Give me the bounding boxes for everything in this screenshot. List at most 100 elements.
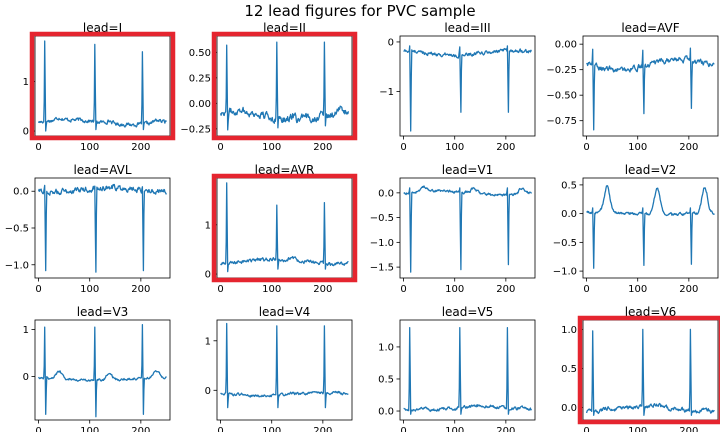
y-tick-label: 1 <box>205 220 211 231</box>
x-tick-label: 100 <box>80 426 99 432</box>
x-tick-label: 0 <box>35 284 41 295</box>
x-tick-label: 200 <box>679 284 698 295</box>
axes-frame <box>34 319 171 421</box>
ecg-series-line <box>38 324 167 418</box>
x-tick-label: 200 <box>496 284 515 295</box>
y-tick-label: −1 <box>379 87 394 98</box>
y-tick-label: −0.25 <box>546 65 577 76</box>
x-tick-label: 200 <box>496 426 515 432</box>
ecg-series-line <box>403 185 532 273</box>
x-tick-label: 200 <box>313 284 332 295</box>
lead-panel: lead=V5 0 100 200 0.0 0.5 1.0 <box>378 305 536 432</box>
x-tick-label: 200 <box>313 142 332 153</box>
x-tick-label: 200 <box>496 142 515 153</box>
figure-title: 12 lead figures for PVC sample <box>244 2 475 20</box>
y-tick-label: 0 <box>23 127 29 138</box>
y-tick-label: 1.0 <box>561 325 577 336</box>
ecg-series-line <box>403 45 532 132</box>
panel-title: lead=V5 <box>442 305 494 319</box>
x-tick-label: 200 <box>131 284 150 295</box>
lead-panel: lead=V2 0 100 200 −1.0 −0.5 0.0 0.5 <box>553 163 719 295</box>
lead-panel: lead=AVL 0 100 200 −1.0 −0.5 0.0 <box>5 163 171 295</box>
y-tick-label: 1 <box>205 336 211 347</box>
panel-title: lead=V3 <box>77 305 129 319</box>
y-tick-label: 0 <box>388 37 394 48</box>
y-tick-label: 1.0 <box>378 342 394 353</box>
x-tick-label: 100 <box>628 426 647 432</box>
lead-panel: lead=V1 0 100 200 −1.5 −1.0 −0.5 0.0 <box>370 163 536 295</box>
x-tick-label: 100 <box>262 142 281 153</box>
highlight-box <box>211 31 358 141</box>
highlight-box <box>29 31 176 141</box>
y-tick-label: 0.0 <box>561 209 577 220</box>
panel-title: lead=AVF <box>621 21 679 35</box>
lead-panel: lead=II 0 100 200 −0.25 0.00 0.25 0.50 <box>180 21 358 153</box>
y-tick-label: 0.0 <box>13 187 29 198</box>
y-tick-label: 0.0 <box>378 188 394 199</box>
panel-title: lead=V1 <box>442 163 494 177</box>
x-tick-label: 100 <box>628 142 647 153</box>
x-tick-label: 200 <box>679 426 698 432</box>
ecg-series-line <box>220 182 349 273</box>
x-tick-label: 0 <box>35 426 41 432</box>
lead-panel: lead=III 0 100 200 −1 0 <box>379 21 536 153</box>
x-tick-label: 200 <box>131 142 150 153</box>
x-tick-label: 0 <box>217 284 223 295</box>
y-tick-label: 0.0 <box>378 407 394 418</box>
ecg-series-line <box>403 327 532 415</box>
y-tick-label: 0.5 <box>378 374 394 385</box>
axes-frame <box>216 319 353 421</box>
panel-title: lead=V6 <box>625 305 677 319</box>
y-tick-label: 0 <box>23 372 29 383</box>
x-tick-label: 100 <box>628 284 647 295</box>
x-tick-label: 0 <box>583 284 589 295</box>
x-tick-label: 200 <box>131 426 150 432</box>
ecg-series-line <box>219 41 350 131</box>
y-tick-label: −0.5 <box>370 213 394 224</box>
ecg-series-line <box>586 185 715 269</box>
x-tick-label: 100 <box>445 142 464 153</box>
x-tick-label: 200 <box>679 142 698 153</box>
x-tick-label: 0 <box>35 142 41 153</box>
panel-title: lead=V2 <box>625 163 677 177</box>
x-tick-label: 100 <box>262 426 281 432</box>
y-tick-label: 0.5 <box>561 180 577 191</box>
y-tick-label: 0.00 <box>555 40 577 51</box>
x-tick-label: 0 <box>217 142 223 153</box>
y-tick-label: 0.25 <box>189 73 211 84</box>
x-tick-label: 100 <box>445 284 464 295</box>
ecg-series-line <box>586 47 715 131</box>
axes-frame <box>582 177 719 279</box>
lead-panel: lead=I 0 100 200 0 1 <box>23 21 176 153</box>
ecg-series-line <box>37 40 167 132</box>
x-tick-label: 0 <box>400 284 406 295</box>
axes-frame <box>399 177 536 279</box>
lead-panel: lead=V4 0 100 200 0 1 <box>205 305 353 432</box>
highlight-box <box>577 315 720 425</box>
y-tick-label: −0.5 <box>5 224 29 235</box>
x-tick-label: 0 <box>583 426 589 432</box>
ecg-series-line <box>585 328 715 416</box>
axes-frame <box>399 35 536 137</box>
x-tick-label: 0 <box>400 142 406 153</box>
axes-frame <box>399 319 536 421</box>
panel-title: lead=II <box>263 21 306 35</box>
x-tick-label: 100 <box>80 142 99 153</box>
panel-title: lead=AVL <box>73 163 131 177</box>
x-tick-label: 100 <box>445 426 464 432</box>
x-tick-label: 0 <box>400 426 406 432</box>
y-tick-label: 0.0 <box>561 403 577 414</box>
x-tick-label: 100 <box>80 284 99 295</box>
y-tick-label: 0.50 <box>189 48 211 59</box>
y-tick-label: −1.0 <box>370 238 394 249</box>
y-tick-label: 0 <box>205 270 211 281</box>
y-tick-label: −0.5 <box>553 238 577 249</box>
x-tick-label: 100 <box>262 284 281 295</box>
y-tick-label: −1.5 <box>370 263 394 274</box>
lead-panel: lead=V6 0 100 200 0.0 0.5 1.0 <box>561 305 720 432</box>
lead-panel: lead=AVF 0 100 200 −0.75 −0.50 −0.25 0.00 <box>546 21 719 153</box>
ecg-series-line <box>37 183 167 273</box>
y-tick-label: 0.00 <box>189 99 211 110</box>
panel-title: lead=V4 <box>259 305 311 319</box>
